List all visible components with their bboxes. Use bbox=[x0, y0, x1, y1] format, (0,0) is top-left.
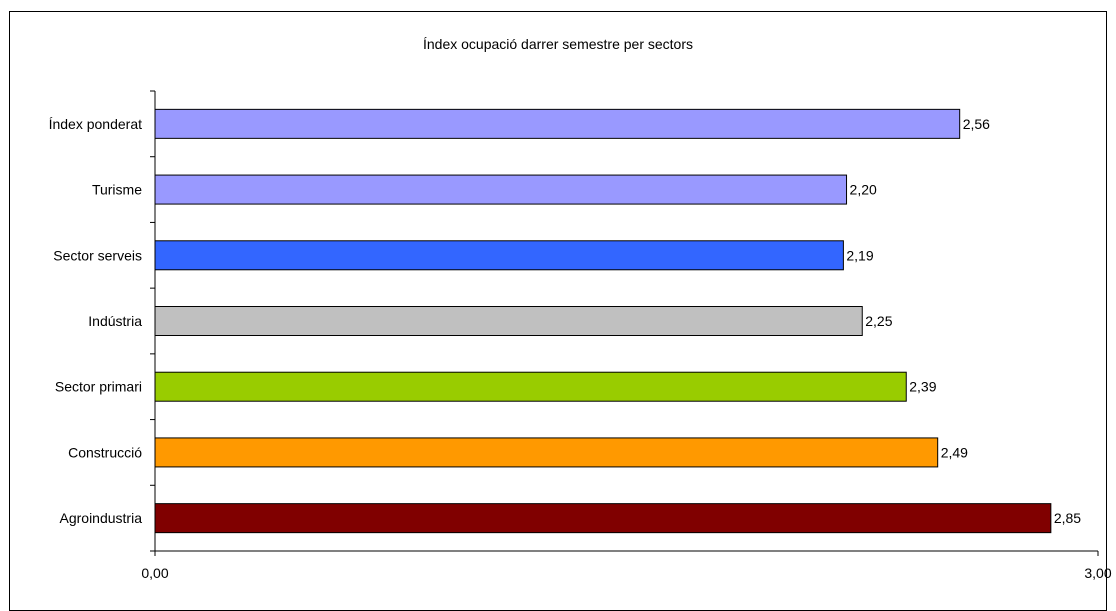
data-label: 2,85 bbox=[1054, 510, 1081, 526]
category-label: Construcció bbox=[68, 444, 142, 460]
bar bbox=[154, 437, 939, 468]
data-label: 2,25 bbox=[865, 313, 892, 329]
bar bbox=[154, 503, 1052, 534]
data-label: 2,49 bbox=[941, 444, 968, 460]
data-label: 2,20 bbox=[850, 182, 877, 198]
category-label: Sector primari bbox=[55, 379, 142, 395]
x-tick-label: 3,00 bbox=[1084, 565, 1111, 581]
data-label: 2,39 bbox=[909, 379, 936, 395]
category-label: Indústria bbox=[88, 313, 142, 329]
category-label: Sector serveis bbox=[53, 247, 142, 263]
category-label: Agroindustria bbox=[60, 510, 143, 526]
category-label: Índex ponderat bbox=[49, 116, 143, 132]
data-label: 2,19 bbox=[846, 247, 873, 263]
bar bbox=[154, 108, 961, 139]
data-label: 2,56 bbox=[963, 116, 990, 132]
chart-title: Índex ocupació darrer semestre per secto… bbox=[422, 36, 693, 52]
bar bbox=[154, 174, 848, 205]
bar bbox=[154, 306, 863, 336]
bar bbox=[154, 371, 907, 402]
bar bbox=[154, 240, 844, 271]
x-tick-label: 0,00 bbox=[141, 565, 168, 581]
category-label: Turisme bbox=[92, 182, 142, 198]
